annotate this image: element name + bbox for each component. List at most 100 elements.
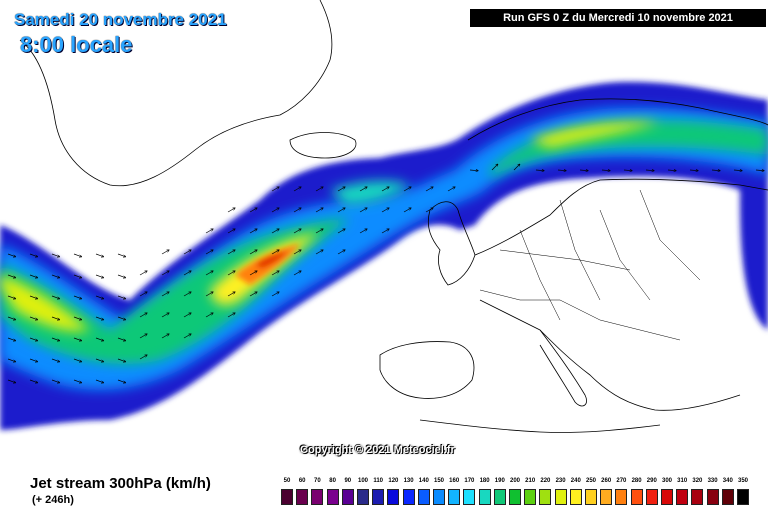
legend-label: 220 <box>540 478 551 484</box>
wind-arrow <box>447 187 455 192</box>
wind-arrow <box>139 271 147 276</box>
legend-swatch <box>448 489 461 505</box>
wind-arrow <box>293 271 301 276</box>
wind-arrow <box>95 358 104 362</box>
legend-label: 160 <box>449 478 460 484</box>
wind-arrow <box>73 337 82 341</box>
wind-arrow <box>337 229 345 234</box>
wind-arrow <box>183 313 191 318</box>
wind-arrow <box>425 208 433 213</box>
wind-arrow <box>711 170 720 171</box>
wind-arrow <box>425 187 433 192</box>
wind-arrow <box>51 295 60 299</box>
legend-swatch <box>661 489 673 505</box>
wind-arrow <box>117 295 126 299</box>
wind-arrow <box>161 334 169 339</box>
legend-swatch <box>296 489 309 505</box>
wind-arrow <box>117 379 126 383</box>
wind-arrow <box>315 250 323 255</box>
legend-label: 150 <box>433 478 444 484</box>
wind-arrow <box>183 334 191 339</box>
wind-arrow <box>689 170 698 171</box>
wind-arrow <box>205 313 213 318</box>
legend-swatch <box>706 489 719 505</box>
wind-arrow <box>95 316 104 320</box>
legend-swatch <box>357 489 369 505</box>
wind-arrow <box>183 271 191 276</box>
wind-arrow <box>337 250 345 255</box>
wind-arrow <box>139 313 147 318</box>
wind-arrow <box>227 250 235 255</box>
wind-arrow <box>381 187 389 192</box>
wind-arrow <box>29 253 38 257</box>
wind-arrow <box>381 208 389 213</box>
wind-arrow <box>293 208 301 213</box>
legend-swatch <box>387 489 400 505</box>
legend-swatch <box>372 489 385 505</box>
wind-arrow <box>381 229 389 234</box>
legend-swatch <box>645 489 658 505</box>
british-isles-coast <box>427 201 476 286</box>
legend-label: 310 <box>677 478 688 484</box>
wind-arrow <box>29 337 38 341</box>
run-info: Run GFS 0 Z du Mercredi 10 novembre 2021 <box>470 9 766 27</box>
copyright: Copyright © 2021 Meteociel.fr <box>300 444 455 456</box>
mediterranean-coast <box>419 419 661 433</box>
wind-arrow <box>73 316 82 320</box>
legend-swatch <box>554 489 567 505</box>
wind-arrow <box>293 187 301 192</box>
legend-swatch <box>691 489 704 505</box>
wind-arrow <box>161 271 169 276</box>
legend-swatch <box>311 489 324 505</box>
legend-label: 200 <box>509 478 520 484</box>
wind-arrow <box>227 313 235 318</box>
legend-label: 190 <box>494 478 505 484</box>
legend-swatch <box>417 489 430 505</box>
legend-swatch <box>585 489 597 505</box>
valid-date: Samedi 20 novembre 2021 <box>14 10 227 29</box>
wind-arrow <box>117 316 126 320</box>
legend-label: 100 <box>357 478 368 484</box>
legend-label: 60 <box>298 478 306 484</box>
wind-arrow <box>73 358 82 362</box>
wind-arrow <box>249 292 257 297</box>
wind-arrow <box>403 208 411 213</box>
legend-label: 110 <box>373 478 384 484</box>
wind-arrow <box>73 253 82 257</box>
legend-swatch <box>539 489 552 505</box>
legend-label: 320 <box>692 478 703 484</box>
wind-arrow <box>73 379 82 383</box>
legend-swatch <box>509 489 521 505</box>
legend-swatch <box>463 489 476 505</box>
wind-arrow <box>293 250 301 255</box>
legend-label: 340 <box>722 478 733 484</box>
legend-swatch <box>326 489 339 505</box>
wind-arrow <box>51 316 60 320</box>
wind-arrow <box>7 337 16 341</box>
wind-arrow <box>29 295 38 299</box>
legend-label: 90 <box>344 478 352 484</box>
wind-arrow <box>7 253 16 257</box>
wind-arrow <box>667 170 676 171</box>
legend-swatch <box>402 489 415 505</box>
wind-arrow <box>249 208 257 213</box>
wind-arrow <box>95 379 104 383</box>
wind-arrow <box>95 253 104 257</box>
wind-arrow <box>227 292 235 297</box>
wind-arrow <box>7 358 16 362</box>
lead-time: (+ 246h) <box>32 494 74 506</box>
wind-arrow <box>29 274 38 278</box>
wind-arrow <box>733 170 742 171</box>
italy-coast <box>539 329 587 407</box>
wind-arrow <box>315 208 323 213</box>
wind-arrow <box>359 187 367 192</box>
wind-arrow <box>337 208 345 213</box>
wind-arrow <box>249 250 257 255</box>
wind-arrow <box>535 170 544 171</box>
mainland-coast <box>474 178 768 411</box>
wind-arrow <box>183 250 191 255</box>
wind-arrow <box>359 208 367 213</box>
wind-arrow <box>139 292 147 297</box>
wind-arrow <box>645 170 654 171</box>
legend-label: 250 <box>585 478 596 484</box>
